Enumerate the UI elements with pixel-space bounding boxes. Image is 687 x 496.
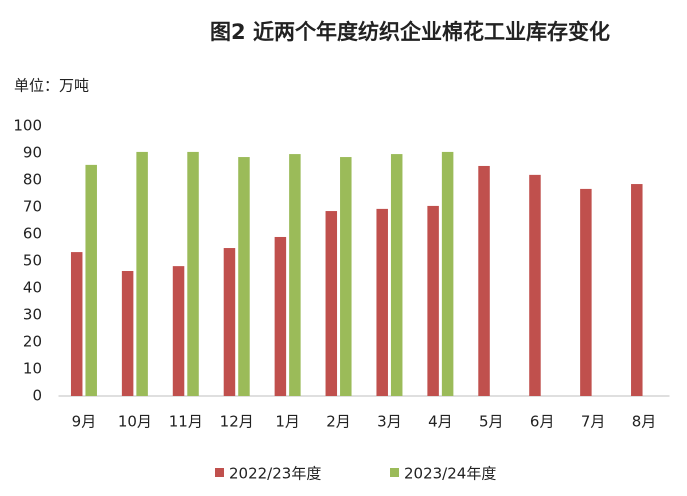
x-tick-label: 10月 — [118, 413, 152, 431]
bar — [580, 188, 592, 396]
x-tick-label: 4月 — [428, 413, 453, 431]
bar — [121, 270, 134, 396]
bar — [238, 157, 250, 396]
x-tick-label: 7月 — [581, 413, 606, 431]
bar — [136, 151, 148, 396]
chart-title: 图2 近两个年度纺织企业棉花工业库存变化 — [210, 20, 610, 44]
y-tick-label: 0 — [32, 387, 42, 405]
x-tick-label: 9月 — [72, 413, 97, 431]
y-tick-label: 80 — [23, 171, 42, 189]
y-tick-label: 10 — [23, 360, 42, 378]
bar — [70, 252, 83, 396]
bar — [631, 184, 643, 396]
legend-label: 2023/24年度 — [404, 465, 496, 483]
x-tick-label: 3月 — [377, 413, 402, 431]
x-tick-label: 1月 — [275, 413, 300, 431]
bar — [441, 151, 454, 396]
bar — [390, 154, 403, 396]
x-tick-label: 2月 — [326, 413, 351, 431]
y-tick-label: 60 — [23, 225, 42, 243]
y-tick-label: 100 — [13, 117, 42, 135]
x-tick-label: 8月 — [632, 413, 657, 431]
x-tick-label: 5月 — [479, 413, 504, 431]
legend-label: 2022/23年度 — [229, 465, 321, 483]
bar — [187, 151, 199, 396]
legend-swatch — [215, 468, 224, 477]
y-tick-label: 70 — [23, 198, 42, 216]
y-tick-label: 50 — [23, 252, 42, 270]
bar — [325, 211, 338, 396]
bar — [427, 205, 439, 396]
x-tick-label: 12月 — [220, 413, 254, 431]
x-tick-label: 6月 — [530, 413, 555, 431]
y-tick-label: 40 — [23, 279, 42, 297]
bar — [223, 248, 236, 396]
y-tick-label: 20 — [23, 333, 42, 351]
chart-subtitle: 单位：万吨 — [14, 77, 89, 95]
bar — [340, 157, 352, 396]
bar — [529, 174, 541, 396]
bar — [85, 164, 97, 396]
x-tick-label: 11月 — [169, 413, 203, 431]
bar — [172, 266, 185, 396]
bar — [274, 236, 287, 396]
bar — [289, 154, 301, 396]
legend-swatch — [390, 468, 399, 477]
y-tick-label: 90 — [23, 144, 42, 162]
bar — [478, 165, 490, 396]
y-tick-label: 30 — [23, 306, 42, 324]
bar — [376, 208, 388, 396]
